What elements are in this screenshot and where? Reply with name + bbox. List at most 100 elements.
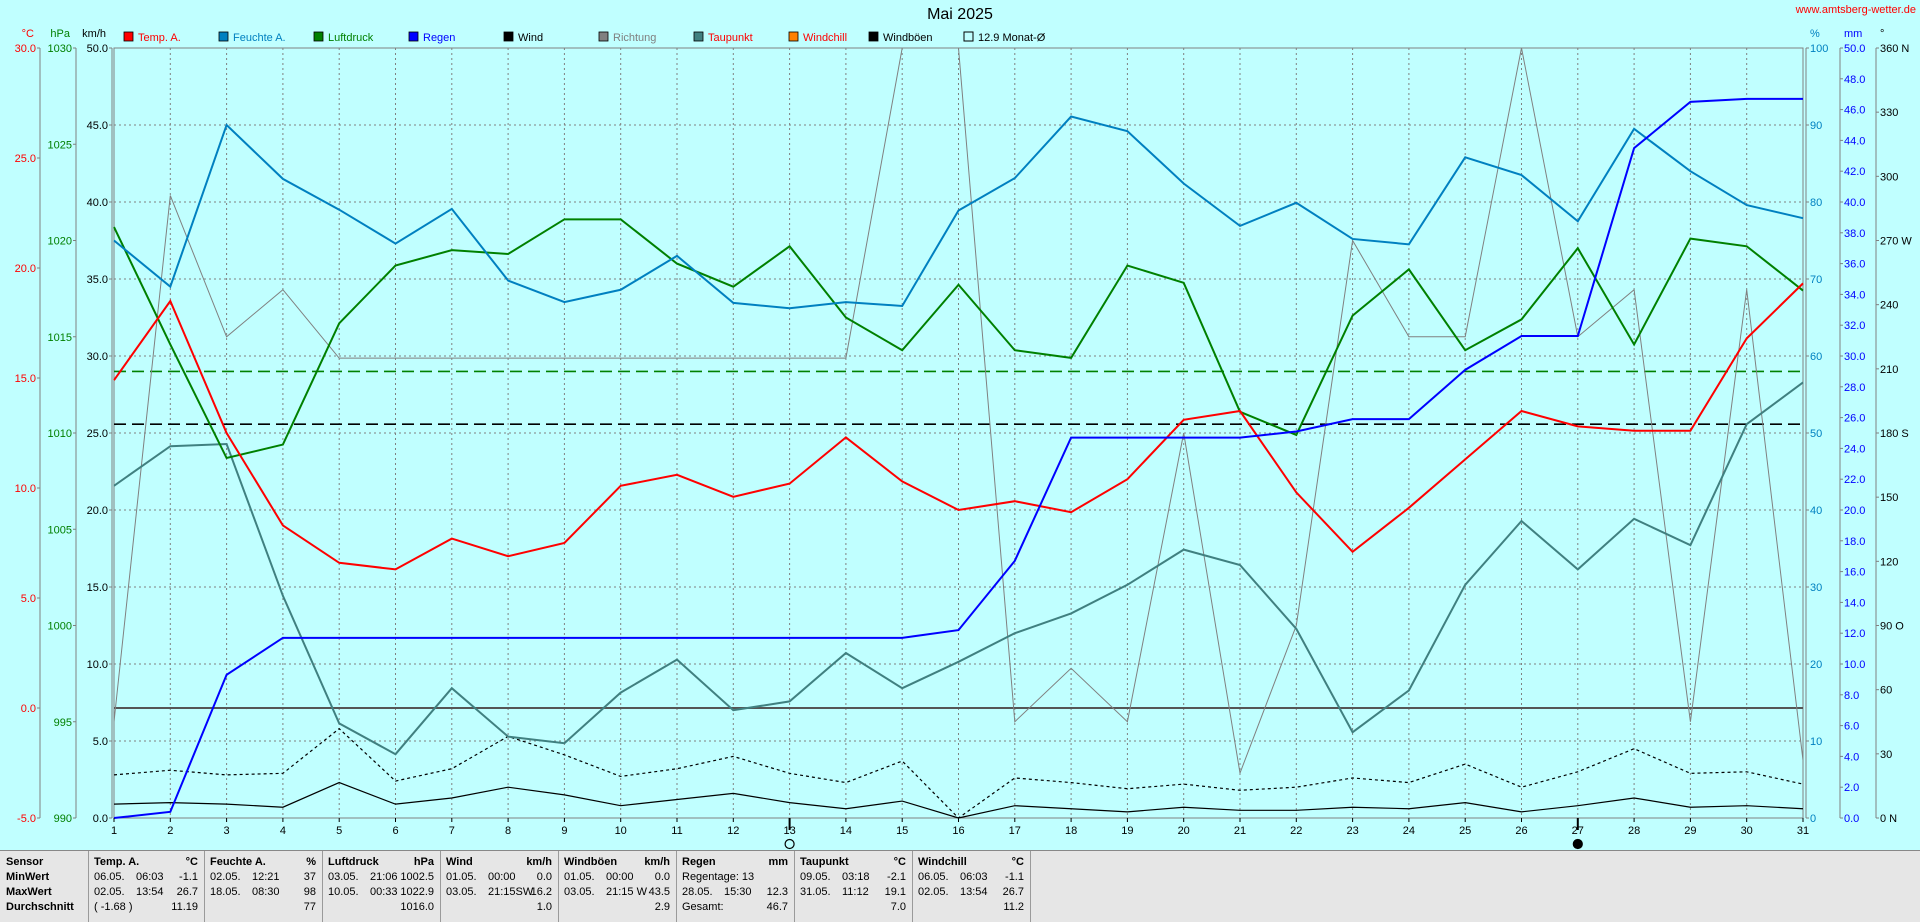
stats-time: 03:18 (842, 871, 870, 883)
axis-dir-tick-label: 300 (1880, 171, 1898, 183)
stats-value: 1.0 (536, 901, 552, 913)
axis-humidity-tick-label: 70 (1810, 274, 1822, 286)
stats-value: 0.0 (654, 871, 670, 883)
stats-time: 21:15SW (488, 886, 534, 898)
legend-swatch (123, 31, 134, 42)
x-tick-label: 11 (671, 825, 682, 837)
axis-rain-unit: mm (1844, 28, 1862, 40)
stats-date: 28.05. (682, 886, 713, 898)
stats-press-header: Luftdruck (328, 856, 379, 868)
stats-gust-row: 01.05. 00:00 0.0 (564, 871, 670, 886)
grid (114, 48, 1803, 818)
legend-label: Temp. A. (138, 32, 181, 44)
x-tick-label: 13 (783, 825, 795, 837)
axis-humidity-tick-label: 100 (1810, 43, 1828, 55)
x-tick-label: 5 (336, 825, 342, 837)
axis-dir-tick-label: 180 S (1880, 428, 1909, 440)
legend-label: Wind (518, 32, 543, 44)
legend-label: Taupunkt (708, 32, 753, 44)
stats-hum-row: 02.05. 12:21 37 (210, 871, 316, 886)
x-tick-label: 22 (1290, 825, 1302, 837)
stats-dew-row: 09.05. 03:18 -2.1 (800, 871, 906, 886)
stats-time: 15:30 (724, 886, 752, 898)
x-tick-label: 23 (1346, 825, 1358, 837)
stats-rain-header: Regen (682, 856, 716, 868)
x-tick-label: 15 (896, 825, 908, 837)
stats-rain-unit: mm (768, 856, 788, 868)
axis-temp-unit: °C (22, 28, 34, 40)
axis-humidity-tick-label: 10 (1810, 736, 1822, 748)
series-regen (113, 97, 1803, 819)
stats-time: 00:00 (606, 871, 634, 883)
legend-label: 12.9 Monat-Ø (978, 32, 1046, 44)
x-tick-label: 16 (952, 825, 964, 837)
axis-rain-tick-label: 12.0 (1844, 628, 1865, 640)
stats-date: 01.05. (564, 871, 595, 883)
axis-pressure-tick-label: 990 (54, 813, 72, 825)
series-taupunkt (113, 381, 1804, 756)
axis-wind-tick-label: 5.0 (93, 736, 108, 748)
axis-wind-unit: km/h (82, 28, 106, 40)
stats-value: 11.2 (1003, 901, 1024, 913)
legend-label: Feuchte A. (233, 32, 286, 44)
legend-swatch (868, 31, 879, 42)
axis-pressure-tick-label: 1025 (48, 139, 72, 151)
series-feuchte-a (113, 115, 1804, 310)
axis-temp-tick-label: 10.0 (15, 483, 36, 495)
stats-temp-row: 06.05. 06:03 -1.1 (94, 871, 198, 886)
legend-swatch (408, 31, 419, 42)
stats-chill-row: 02.05. 13:54 26.7 (918, 886, 1024, 901)
axis-rain-tick-label: 42.0 (1844, 166, 1865, 178)
stats-min-label: MinWert (6, 871, 50, 883)
axis-wind-tick-label: 0.0 (93, 813, 108, 825)
x-tick-label: 7 (449, 825, 455, 837)
axis-humidity-tick-label: 80 (1810, 197, 1822, 209)
x-tick-label: 30 (1741, 825, 1753, 837)
stats-press-row: 10.05. 00:33 1022.9 (328, 886, 434, 901)
stats-value: 37 (303, 871, 316, 883)
stats-date: 03.05. (328, 871, 359, 883)
stats-rain-row: Gesamt: 46.7 (682, 901, 788, 916)
axis-dir-tick-label: 0 N (1880, 813, 1897, 825)
stats-date: 03.05. (564, 886, 595, 898)
x-tick-label: 8 (505, 825, 511, 837)
weather-chart: °C30.025.020.015.010.05.00.0-5.0hPa10301… (15, 28, 1912, 850)
legend-label: Richtung (613, 32, 656, 44)
axis-pressure-tick-label: 1015 (48, 332, 72, 344)
stats-gust-row: 03.05. 21:15 W 43.5 (564, 886, 670, 901)
x-tick-label: 14 (840, 825, 852, 837)
stats-date: 18.05. (210, 886, 241, 898)
stats-time: 00:00 (488, 871, 516, 883)
legend-label: Windchill (803, 32, 847, 44)
stats-hum-unit: % (306, 856, 316, 868)
axis-temp-tick-label: 30.0 (15, 43, 36, 55)
axis-rain-tick-label: 44.0 (1844, 135, 1865, 147)
stats-wind: Wind km/h 01.05. 00:00 0.0 03.05. 21:15SW 16.2 1… (440, 851, 559, 922)
axis-pressure-tick-label: 995 (54, 717, 72, 729)
axis-rain-tick-label: 28.0 (1844, 382, 1865, 394)
series-richtung (113, 47, 1804, 775)
axis-wind-tick-label: 15.0 (87, 582, 108, 594)
stats-sensor: Sensor MinWert MaxWert Durchschnitt (0, 851, 89, 922)
stats-time: 08:30 (252, 886, 280, 898)
axis-humidity-unit: % (1810, 28, 1820, 40)
axis-rain-tick-label: 50.0 (1844, 43, 1865, 55)
x-tick-label: 2 (167, 825, 173, 837)
axis-humidity-tick-label: 0 (1810, 813, 1816, 825)
axis-wind-tick-label: 10.0 (87, 659, 108, 671)
axis-temp-tick-label: 5.0 (21, 593, 36, 605)
stats-time: 21:15 W (606, 886, 647, 898)
stats-dew: Taupunkt °C 09.05. 03:18 -2.1 31.05. 11:12 19.1… (794, 851, 913, 922)
stats-dew-row: 31.05. 11:12 19.1 (800, 886, 906, 901)
axis-rain-tick-label: 16.0 (1844, 567, 1865, 579)
chart-title: Mai 2025 (927, 6, 993, 23)
x-tick-label: 20 (1178, 825, 1190, 837)
stats-value: 26.7 (1002, 886, 1024, 898)
stats-date: 02.05. (210, 871, 241, 883)
stats-time: 06:03 (136, 871, 164, 883)
legend-swatch (693, 31, 704, 42)
x-tick-label: 10 (615, 825, 627, 837)
axis-temp-tick-label: 0.0 (21, 703, 36, 715)
stats-time: 12:21 (252, 871, 280, 883)
stats-dew-header: Taupunkt (800, 856, 849, 868)
